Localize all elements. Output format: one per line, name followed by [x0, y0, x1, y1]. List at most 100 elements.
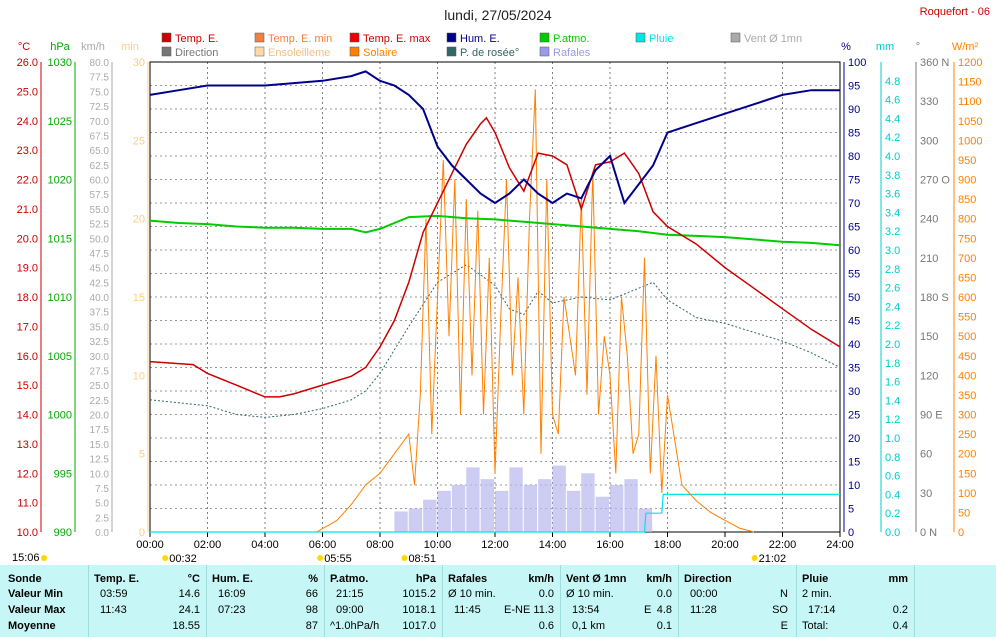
right-axis-tick: 0.8: [885, 452, 900, 464]
right-axis-unit: °: [916, 41, 920, 53]
right-axis-tick: 0: [848, 527, 854, 539]
right-axis-tick: 1200: [958, 57, 982, 69]
row-label-sonde: Sonde: [8, 573, 42, 585]
left-axis-tick: 23.0: [17, 145, 38, 157]
right-axis-tick: 100: [848, 57, 866, 69]
rafales-bar: [509, 467, 523, 532]
right-axis-tick: 90: [848, 104, 860, 116]
left-axis-tick: 17.5: [90, 425, 110, 436]
legend-label: Pluie: [649, 33, 673, 45]
right-axis-tick: 3.8: [885, 170, 900, 182]
legend-swatch: [539, 46, 550, 57]
x-axis-tick-label: 04:00: [251, 539, 279, 551]
rafales-bar: [566, 490, 581, 532]
rafales-bar: [624, 479, 638, 532]
right-axis-tick: 4.6: [885, 95, 900, 107]
rafales-min-period: Ø 10 min.: [448, 588, 496, 600]
left-axis-tick: 25: [133, 135, 145, 147]
patmo-max-value: 1018.1: [402, 604, 436, 616]
right-axis-tick: 800: [958, 214, 976, 226]
left-axis-tick: 70.0: [90, 117, 110, 128]
pluie-period: 2 min.: [802, 588, 832, 600]
right-axis-tick: 0.6: [885, 471, 900, 483]
left-axis-tick: 12.0: [17, 468, 38, 480]
left-axis-tick: 15.0: [17, 380, 38, 392]
left-axis-tick: 52.5: [90, 220, 110, 231]
left-axis-tick: 16.0: [17, 351, 38, 363]
right-axis-tick: 100: [958, 488, 976, 500]
series-line-p-de-ros-e-: [149, 264, 841, 418]
legend-label: Solaire: [363, 47, 397, 59]
series-line-p-atmo-: [149, 214, 841, 247]
legend-swatch: [161, 46, 172, 57]
left-axis-tick: 62.5: [90, 161, 110, 172]
left-axis-tick: 995: [54, 468, 72, 480]
sun-marker-time: 00:32: [169, 553, 197, 565]
right-axis-tick: 4.2: [885, 132, 900, 144]
right-axis-tick: 1.4: [885, 395, 900, 407]
right-axis-tick: 4.4: [885, 113, 900, 125]
right-axis-tick: 300: [920, 135, 938, 147]
x-axis-tick-label: 18:00: [654, 539, 682, 551]
left-axis-tick: 5: [139, 449, 145, 461]
rafales-header: Rafales: [448, 573, 488, 585]
right-axis-tick: 0.4: [885, 489, 900, 501]
left-axis-tick: 60.0: [90, 176, 110, 187]
right-axis-unit: W/m²: [952, 41, 979, 53]
rafales-bar: [437, 490, 451, 532]
vent-min-period: Ø 10 min.: [566, 588, 614, 600]
rafales-bar: [610, 485, 624, 532]
right-axis-tick: 90 E: [920, 410, 943, 422]
right-axis-tick: 4.8: [885, 76, 900, 88]
hum-max-value: 98: [305, 604, 318, 616]
right-axis-tick: 4.0: [885, 151, 900, 163]
x-axis-tick-label: 22:00: [769, 539, 797, 551]
right-axis-tick: 65: [848, 222, 860, 234]
sun-marker-time: 05:55: [324, 553, 352, 565]
right-axis-tick: 450: [958, 351, 976, 363]
right-axis-tick: 750: [958, 233, 976, 245]
right-axis-tick: 25: [848, 410, 860, 422]
left-axis-tick: 1025: [48, 116, 72, 128]
left-axis-tick: 17.0: [17, 321, 38, 333]
left-axis-tick: 67.5: [90, 131, 110, 142]
left-axis-tick: 19.0: [17, 263, 38, 275]
left-axis-tick: 50.0: [90, 234, 110, 245]
right-axis-tick: 270 O: [920, 175, 950, 187]
hum-column: Hum. E. % 16:09 66 07:23 98 87: [206, 565, 325, 637]
patmo-trend: ^1.0hPa/h: [330, 620, 380, 632]
sun-marker-icon: [41, 555, 47, 561]
x-axis-tick-label: 02:00: [194, 539, 222, 551]
x-axis-tick-label: 20:00: [711, 539, 739, 551]
legend-swatch: [254, 32, 265, 43]
row-label-max: Valeur Max: [8, 604, 66, 616]
right-axis-tick: 70: [848, 198, 860, 210]
rafales-bar: [408, 508, 423, 532]
right-axis-tick: 2.0: [885, 339, 900, 351]
left-axis-tick: 7.5: [95, 484, 109, 495]
left-axis-tick: 990: [54, 527, 72, 539]
left-axis-tick: 15: [133, 292, 145, 304]
right-axis-tick: 1.6: [885, 377, 900, 389]
temp-max-time: 11:43: [100, 604, 127, 616]
left-axis-tick: 27.5: [90, 366, 110, 377]
left-axis-tick: 77.5: [90, 73, 110, 84]
vent-distance: 0,1 km: [572, 620, 606, 632]
legend-swatch: [539, 32, 550, 43]
right-axis-tick: 15: [848, 457, 860, 469]
right-axis-tick: 3.0: [885, 245, 900, 257]
left-axis-tick: 2.5: [95, 513, 109, 524]
hum-min-value: 66: [305, 588, 318, 600]
left-axis-tick: 22.0: [17, 175, 38, 187]
right-axis-tick: 1.2: [885, 414, 900, 426]
left-axis-tick: 25.0: [17, 86, 38, 98]
rafales-bar: [423, 499, 437, 532]
row-labels-column: Sonde Valeur Min Valeur Max Moyenne: [0, 565, 89, 637]
left-axis-tick: 55.0: [90, 205, 110, 216]
right-axis-unit: %: [841, 41, 851, 53]
direction-max-value: SO: [772, 604, 788, 616]
left-axis-tick: 20.0: [90, 411, 110, 422]
right-axis-tick: 250: [958, 429, 976, 441]
row-label-min: Valeur Min: [8, 588, 64, 600]
right-axis-tick: 45: [848, 316, 860, 328]
